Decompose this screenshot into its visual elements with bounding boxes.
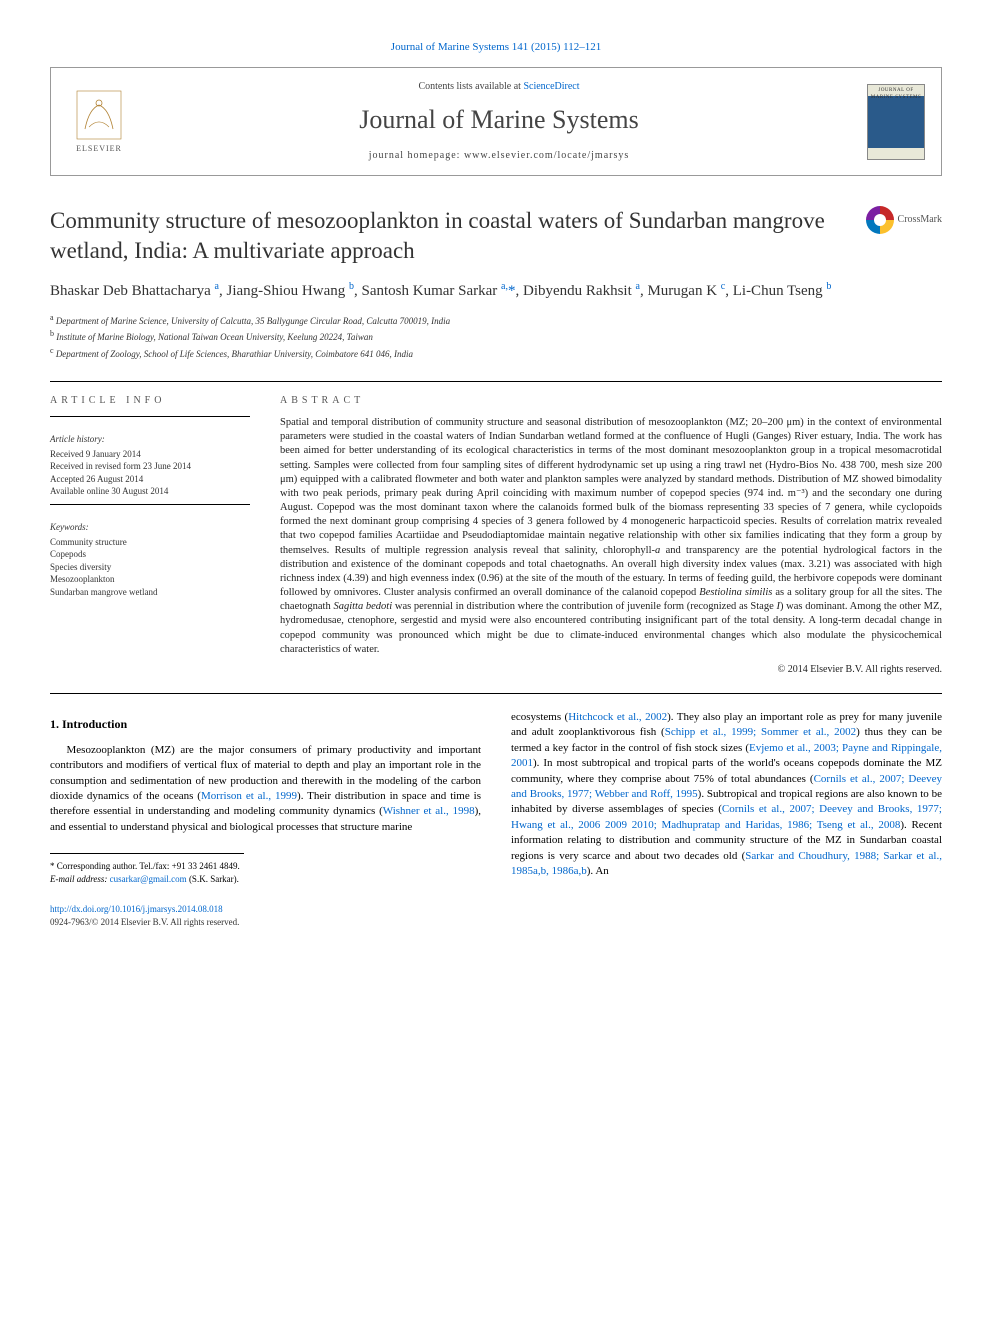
doi-link[interactable]: http://dx.doi.org/10.1016/j.jmarsys.2014… [50, 904, 223, 914]
keyword: Mesozooplankton [50, 573, 250, 586]
keyword: Sundarban mangrove wetland [50, 586, 250, 599]
footnotes: * Corresponding author. Tel./fax: +91 33… [50, 853, 244, 885]
crossmark-label: CrossMark [898, 213, 942, 227]
affiliations: a Department of Marine Science, Universi… [50, 312, 942, 362]
article-title: Community structure of mesozooplankton i… [50, 206, 866, 266]
sciencedirect-link[interactable]: ScienceDirect [523, 81, 579, 92]
article-info-heading: article info [50, 394, 250, 408]
corresponding-email-link[interactable]: cusarkar@gmail.com [110, 874, 187, 884]
copyright-line: © 2014 Elsevier B.V. All rights reserved… [280, 663, 942, 677]
history-item: Received 9 January 2014 [50, 448, 250, 461]
corresponding-author-note: * Corresponding author. Tel./fax: +91 33… [50, 860, 244, 873]
contents-lists-line: Contents lists available at ScienceDirec… [131, 80, 867, 94]
journal-homepage: journal homepage: www.elsevier.com/locat… [131, 149, 867, 163]
history-item: Received in revised form 23 June 2014 [50, 460, 250, 473]
divider [50, 693, 942, 694]
footer: http://dx.doi.org/10.1016/j.jmarsys.2014… [50, 903, 942, 928]
section-heading-intro: 1. Introduction [50, 716, 481, 733]
journal-homepage-link[interactable]: www.elsevier.com/locate/jmarsys [464, 150, 629, 161]
crossmark-badge[interactable]: CrossMark [866, 206, 942, 234]
history-item: Available online 30 August 2014 [50, 485, 250, 498]
keywords-label: Keywords: [50, 521, 250, 534]
intro-paragraph-cont: ecosystems (Hitchcock et al., 2002). The… [511, 710, 942, 879]
abstract-body: Spatial and temporal distribution of com… [280, 416, 942, 657]
publisher-name: ELSEVIER [76, 143, 122, 154]
issn-copyright: 0924-7963/© 2014 Elsevier B.V. All right… [50, 916, 942, 929]
history-label: Article history: [50, 433, 250, 446]
elsevier-logo: ELSEVIER [67, 86, 131, 158]
keyword: Community structure [50, 536, 250, 549]
keyword: Species diversity [50, 561, 250, 574]
journal-citation[interactable]: Journal of Marine Systems 141 (2015) 112… [50, 40, 942, 55]
journal-name: Journal of Marine Systems [131, 102, 867, 138]
journal-header: ELSEVIER Contents lists available at Sci… [50, 67, 942, 175]
author-list: Bhaskar Deb Bhattacharya a, Jiang-Shiou … [50, 280, 942, 302]
divider [50, 381, 942, 382]
email-label: E-mail address: [50, 874, 110, 884]
intro-paragraph: Mesozooplankton (MZ) are the major consu… [50, 743, 481, 835]
history-item: Accepted 26 August 2014 [50, 473, 250, 486]
crossmark-icon [866, 206, 894, 234]
journal-cover-thumbnail: JOURNAL OF MARINE SYSTEMS [867, 84, 925, 160]
keyword: Copepods [50, 548, 250, 561]
abstract-heading: abstract [280, 394, 942, 408]
